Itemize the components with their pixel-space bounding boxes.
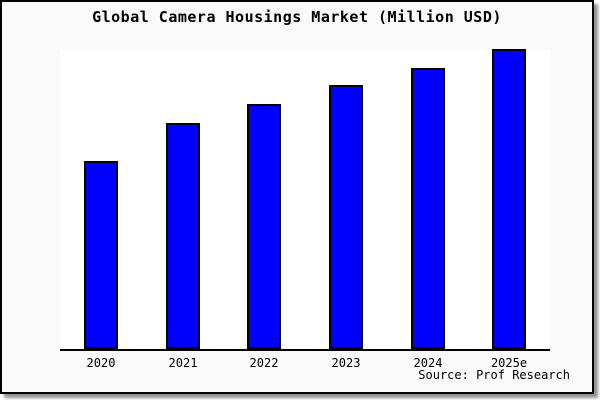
x-tick-2020: 2020 <box>86 356 116 370</box>
bar-2022 <box>247 104 281 349</box>
source-credit: Source: Prof Research <box>418 368 570 382</box>
bar-2021 <box>166 123 200 349</box>
plot-area <box>60 49 550 351</box>
x-tick-2024: 2024 <box>413 356 443 370</box>
x-tick-2021: 2021 <box>168 356 198 370</box>
bar-2025e <box>492 49 526 349</box>
bar-2023 <box>329 85 363 349</box>
bar-2024 <box>411 68 445 349</box>
bar-2020 <box>84 161 118 349</box>
chart-title: Global Camera Housings Market (Million U… <box>92 8 502 26</box>
x-tick-2025e: 2025e <box>490 356 528 370</box>
x-tick-2022: 2022 <box>249 356 279 370</box>
x-tick-2023: 2023 <box>331 356 361 370</box>
chart-window: Global Camera Housings Market (Million U… <box>0 0 594 394</box>
